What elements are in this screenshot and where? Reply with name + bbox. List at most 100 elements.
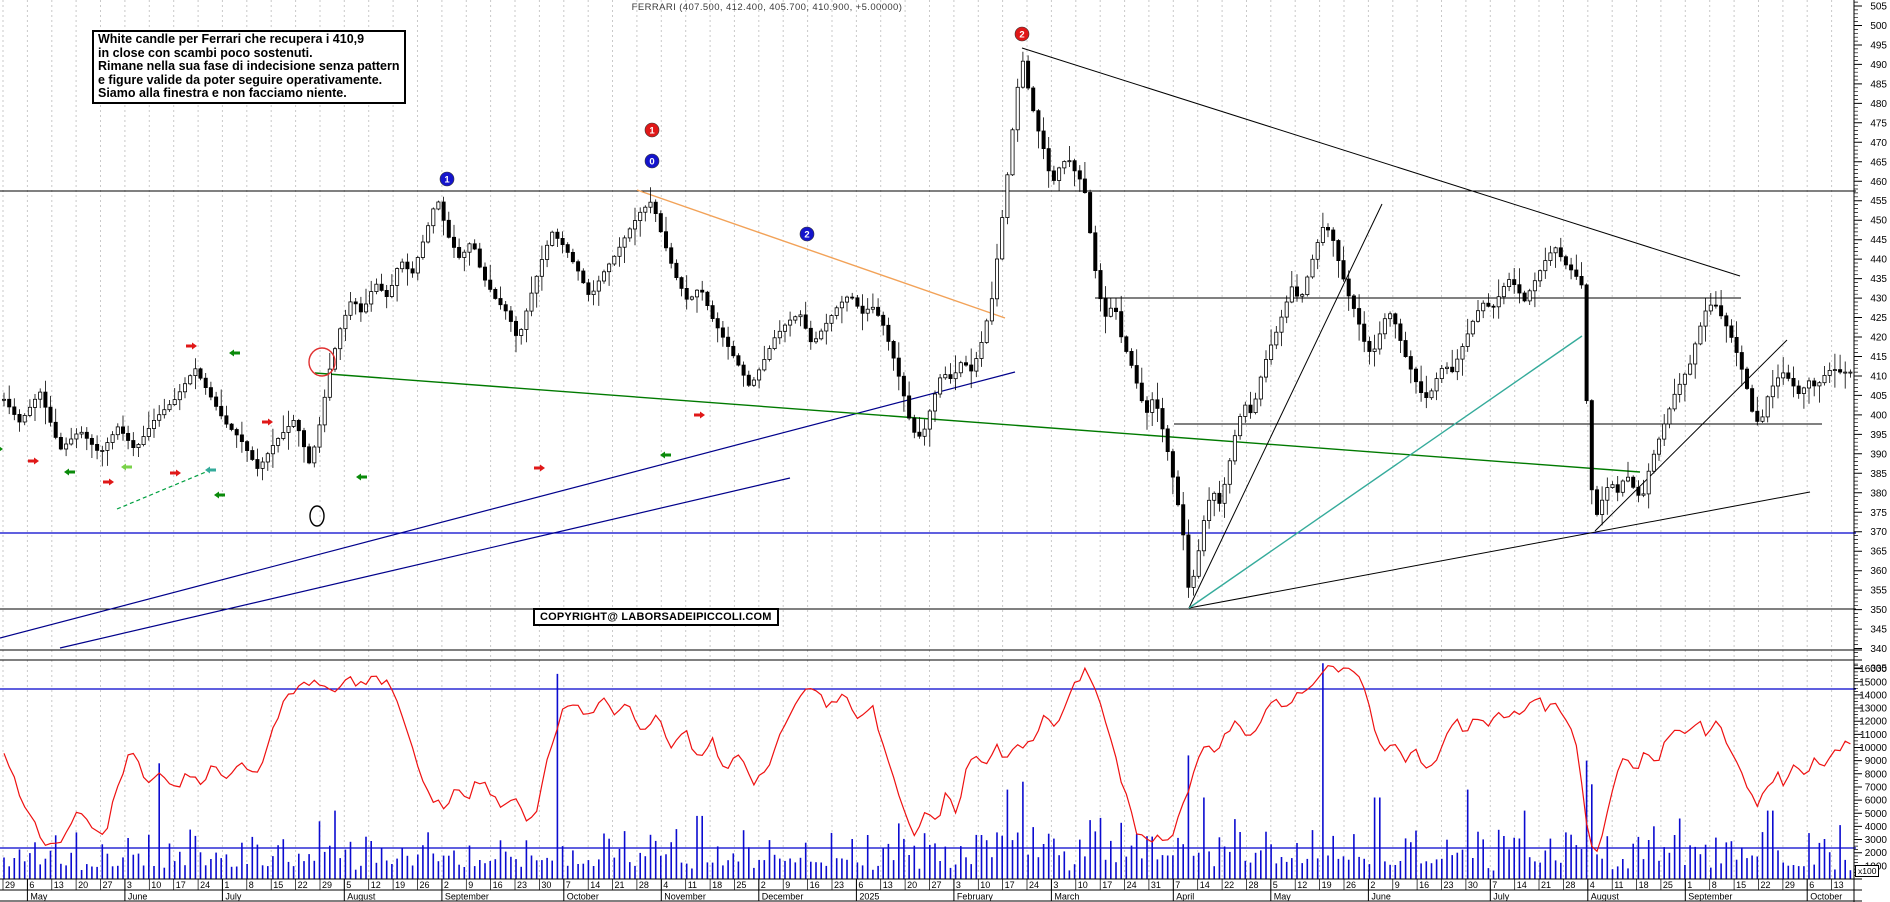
arrow-left-icon bbox=[28, 457, 39, 465]
date-day-label: 10 bbox=[151, 880, 161, 890]
volume-tick-label: 13000 bbox=[1859, 704, 1887, 715]
trend-line[interactable] bbox=[1188, 203, 1383, 609]
svg-text:0: 0 bbox=[649, 156, 654, 167]
date-day-label: 18 bbox=[1639, 880, 1649, 890]
date-day-label: 28 bbox=[639, 880, 649, 890]
price-tick-label: 490 bbox=[1870, 60, 1887, 71]
date-day-label: 6 bbox=[29, 880, 34, 890]
price-tick-label: 475 bbox=[1870, 118, 1887, 129]
volume-axis: 1000200030004000500060007000800090001000… bbox=[1854, 664, 1888, 877]
date-day-label: 23 bbox=[517, 880, 527, 890]
arrow-right-icon bbox=[229, 349, 240, 357]
date-month-label: August bbox=[347, 892, 376, 902]
volume-tick-label: 10000 bbox=[1859, 743, 1887, 754]
price-tick-label: 465 bbox=[1870, 157, 1887, 168]
date-day-label: 29 bbox=[5, 880, 15, 890]
date-day-label: 7 bbox=[566, 880, 571, 890]
date-day-label: 30 bbox=[1468, 880, 1478, 890]
date-day-label: 9 bbox=[1395, 880, 1400, 890]
date-day-label: 20 bbox=[907, 880, 917, 890]
trend-line[interactable] bbox=[1188, 335, 1583, 609]
price-tick-label: 400 bbox=[1870, 410, 1887, 421]
annotations-layer[interactable]: 1 1 0 2 2 bbox=[0, 26, 1030, 527]
price-tick-label: 420 bbox=[1870, 333, 1887, 344]
svg-text:2: 2 bbox=[1019, 29, 1024, 40]
numbered-badge[interactable]: 0 bbox=[644, 153, 660, 169]
price-tick-label: 355 bbox=[1870, 586, 1887, 597]
note-line: Siamo alla finestra e non facciamo nient… bbox=[98, 86, 347, 101]
trendlines-layer[interactable] bbox=[0, 47, 1856, 849]
date-day-label: 4 bbox=[1590, 880, 1595, 890]
date-day-label: 24 bbox=[1127, 880, 1137, 890]
volume-tick-label: 12000 bbox=[1859, 717, 1887, 728]
trend-line[interactable] bbox=[59, 477, 791, 649]
trend-line[interactable] bbox=[0, 371, 1016, 639]
date-day-label: 25 bbox=[736, 880, 746, 890]
arrow-left-icon bbox=[694, 411, 705, 419]
date-day-label: 25 bbox=[1663, 880, 1673, 890]
date-day-label: 16 bbox=[1419, 880, 1429, 890]
numbered-badge[interactable]: 2 bbox=[799, 226, 815, 242]
arrow-right-icon bbox=[214, 491, 225, 499]
date-month-label: August bbox=[1591, 892, 1620, 902]
date-month-label: September bbox=[1688, 892, 1732, 902]
trend-line[interactable] bbox=[636, 189, 1006, 319]
date-day-label: 3 bbox=[127, 880, 132, 890]
volume-tick-label: 9000 bbox=[1865, 756, 1888, 767]
copyright-label: COPYRIGHT@ LABORSADEIPICCOLI.COM bbox=[533, 608, 779, 626]
arrow-right-icon bbox=[356, 473, 367, 481]
date-day-label: 7 bbox=[1492, 880, 1497, 890]
date-month-label: October bbox=[1810, 892, 1842, 902]
date-day-label: 10 bbox=[1078, 880, 1088, 890]
trend-line[interactable] bbox=[116, 468, 214, 510]
analyst-note-box[interactable]: White candle per Ferrari che recupera i … bbox=[92, 30, 406, 104]
date-day-label: 22 bbox=[1761, 880, 1771, 890]
volume-multiplier-label: x100 bbox=[1855, 865, 1880, 877]
date-month-label: November bbox=[664, 892, 706, 902]
circle-annotation[interactable] bbox=[308, 347, 336, 377]
date-day-label: 29 bbox=[322, 880, 332, 890]
date-day-label: 3 bbox=[1053, 880, 1058, 890]
volume-layer bbox=[3, 663, 1852, 879]
trend-line[interactable] bbox=[1188, 491, 1811, 609]
note-line: Rimane nella sua fase di indecisione sen… bbox=[98, 59, 400, 74]
svg-text:2: 2 bbox=[804, 229, 809, 240]
price-tick-label: 460 bbox=[1870, 177, 1887, 188]
date-day-label: 15 bbox=[1736, 880, 1746, 890]
date-month-label: July bbox=[1493, 892, 1510, 902]
indicator-layer bbox=[3, 664, 1851, 853]
date-day-label: 8 bbox=[249, 880, 254, 890]
price-tick-label: 485 bbox=[1870, 79, 1887, 90]
numbered-badge[interactable]: 1 bbox=[644, 122, 660, 138]
chart-title: FERRARI (407.500, 412.400, 405.700, 410.… bbox=[631, 2, 903, 13]
date-day-label: 13 bbox=[883, 880, 893, 890]
price-tick-label: 450 bbox=[1870, 216, 1887, 227]
trend-line[interactable] bbox=[1594, 339, 1788, 532]
date-day-label: 13 bbox=[54, 880, 64, 890]
date-day-label: 7 bbox=[1175, 880, 1180, 890]
price-tick-label: 375 bbox=[1870, 508, 1887, 519]
trend-line[interactable] bbox=[314, 372, 1641, 473]
date-day-label: 29 bbox=[1785, 880, 1795, 890]
date-day-label: 4 bbox=[663, 880, 668, 890]
circle-annotation[interactable] bbox=[309, 505, 325, 527]
price-tick-label: 470 bbox=[1870, 138, 1887, 149]
numbered-badge[interactable]: 2 bbox=[1014, 26, 1030, 42]
date-day-label: 1 bbox=[1687, 880, 1692, 890]
note-line: in close con scambi poco sostenuti. bbox=[98, 45, 313, 60]
note-line: e figure valide da poter seguire operati… bbox=[98, 72, 383, 87]
date-day-label: 24 bbox=[1029, 880, 1039, 890]
svg-text:1: 1 bbox=[649, 125, 655, 136]
date-day-label: 21 bbox=[615, 880, 625, 890]
trend-line[interactable] bbox=[1021, 47, 1741, 277]
date-day-label: 31 bbox=[1151, 880, 1161, 890]
date-day-label: 27 bbox=[103, 880, 113, 890]
numbered-badge[interactable]: 1 bbox=[439, 171, 455, 187]
date-day-label: 17 bbox=[176, 880, 186, 890]
date-month-label: December bbox=[762, 892, 804, 902]
date-day-label: 17 bbox=[1005, 880, 1015, 890]
date-day-label: 20 bbox=[78, 880, 88, 890]
